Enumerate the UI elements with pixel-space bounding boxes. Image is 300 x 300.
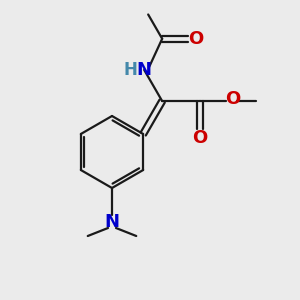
Text: N: N [104, 213, 119, 231]
Text: O: O [189, 30, 204, 48]
Text: N: N [137, 61, 152, 79]
Text: H: H [123, 61, 137, 79]
Text: O: O [193, 129, 208, 147]
Text: O: O [226, 90, 241, 108]
